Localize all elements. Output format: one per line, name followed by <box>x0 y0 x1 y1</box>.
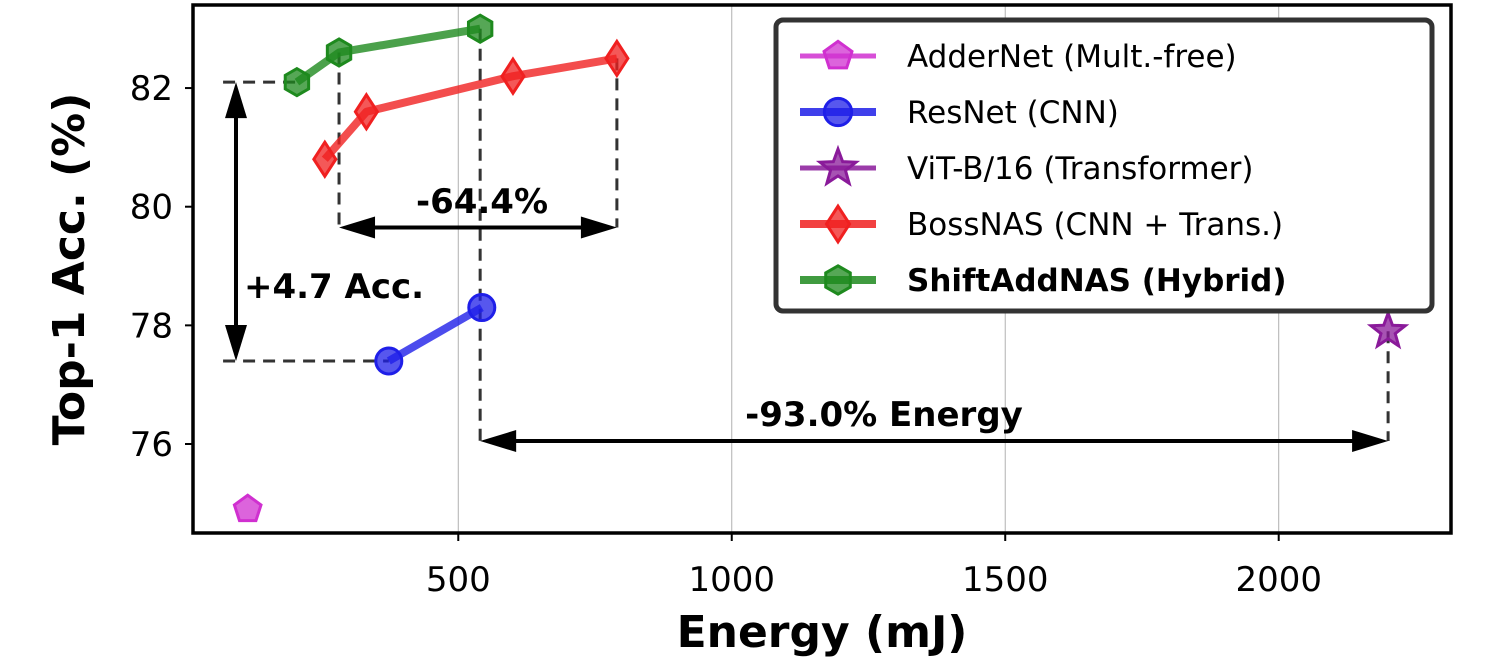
data-point-circle <box>374 346 404 376</box>
x-tick-label: 1000 <box>688 560 775 600</box>
arrow-head <box>339 216 376 239</box>
data-point-circle <box>467 293 497 323</box>
legend-marker-pentagon <box>822 39 854 70</box>
x-axis-title: Energy (mJ) <box>677 607 968 658</box>
legend-box <box>773 17 1435 314</box>
arrow-head <box>1352 430 1389 453</box>
annotations: -64.4% +4.7 Acc. -93.0% Energy <box>225 82 1389 453</box>
legend-marker-hexagon <box>824 264 852 296</box>
y-tick-label: 82 <box>130 69 173 109</box>
arrow-energy-64 <box>339 216 617 239</box>
data-point-hexagon <box>283 66 311 98</box>
legend-marker-star <box>815 144 861 187</box>
data-point-diamond <box>312 139 338 180</box>
legend-label: ResNet (CNN) <box>907 95 1119 131</box>
data-point-diamond <box>500 56 526 96</box>
data-point-hexagon <box>325 37 353 68</box>
plot-frame <box>191 3 1453 535</box>
arrow-head <box>580 216 617 239</box>
x-tick-label: 1500 <box>962 560 1049 600</box>
data-point-pentagon <box>232 493 263 523</box>
data-point-hexagon <box>466 13 494 44</box>
annotation-label: -93.0% Energy <box>745 395 1023 435</box>
series-line <box>321 54 618 162</box>
data-point-diamond <box>604 38 630 79</box>
y-axis-title: Top-1 Acc. (%) <box>44 93 95 446</box>
legend-label: ViT-B/16 (Transformer) <box>907 151 1254 187</box>
x-tick-label: 500 <box>426 560 491 600</box>
series-group <box>232 13 1410 523</box>
arrow-head <box>225 82 247 119</box>
arrow-head <box>225 324 247 361</box>
arrow-head <box>480 430 517 453</box>
legend-label: AdderNet (Mult.-free) <box>907 39 1237 75</box>
legend-marker-circle <box>822 96 854 128</box>
y-tick-label: 76 <box>130 425 173 465</box>
legend-marker-diamond <box>824 203 852 245</box>
legend-label: ShiftAddNAS (Hybrid) <box>907 263 1287 299</box>
legend: AdderNet (Mult.-free) ResNet (CNN) ViT-B/1… <box>773 17 1435 314</box>
y-tick-label: 80 <box>130 188 173 228</box>
legend-label: BossNAS (CNN + Trans.) <box>907 207 1283 243</box>
arrow-acc-47 <box>225 82 247 361</box>
data-point-diamond <box>353 92 380 132</box>
annotation-label: -64.4% <box>416 182 548 222</box>
arrow-energy-93 <box>480 430 1389 453</box>
series-line <box>386 304 484 365</box>
x-tick-label: 2000 <box>1235 560 1322 600</box>
data-point-star <box>1366 308 1410 350</box>
annotation-label: +4.7 Acc. <box>244 267 424 307</box>
ticks: 500 1000 1500 2000 76 78 80 82 <box>130 69 1322 600</box>
y-tick-label: 78 <box>130 306 173 346</box>
